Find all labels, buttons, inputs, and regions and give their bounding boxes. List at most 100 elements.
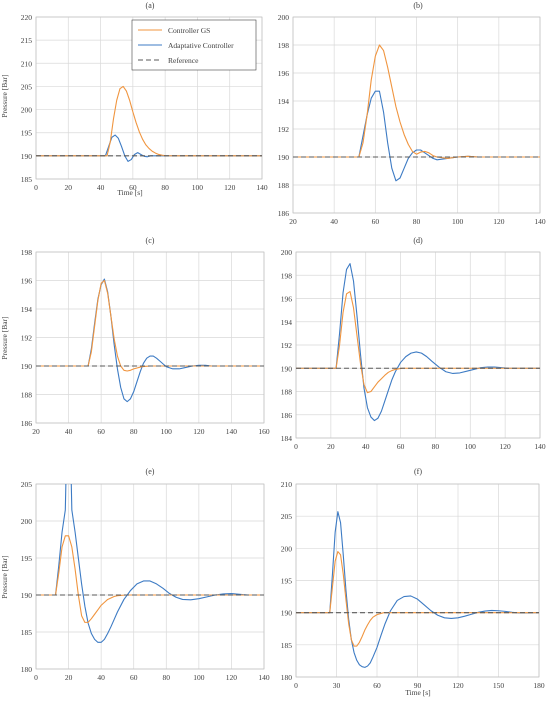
x-tick-label: 90 — [414, 681, 422, 690]
panel-title: (d) — [413, 236, 423, 245]
y-tick-label: 198 — [281, 271, 293, 280]
x-tick-label: 30 — [333, 681, 341, 690]
series-line-controller-gs — [293, 44, 540, 159]
y-tick-label: 200 — [21, 517, 33, 526]
panel-title: (b) — [413, 1, 423, 10]
x-tick-label: 60 — [130, 673, 138, 682]
x-tick-label: 20 — [289, 217, 297, 226]
y-tick-label: 220 — [21, 13, 33, 22]
plot-frame — [292, 16, 541, 214]
y-tick-label: 186 — [21, 419, 33, 428]
y-axis-label: Pressure [Bar] — [0, 316, 9, 359]
y-tick-label: 186 — [278, 209, 290, 218]
series-line-adaptative-controller — [296, 263, 540, 422]
legend-label: Adaptative Controller — [168, 41, 234, 50]
y-tick-label: 195 — [281, 577, 293, 586]
series-line-controller-gs — [36, 535, 264, 623]
y-tick-label: 188 — [278, 181, 290, 190]
y-tick-label: 190 — [278, 153, 290, 162]
y-tick-label: 200 — [281, 248, 293, 257]
y-tick-label: 196 — [21, 277, 33, 286]
y-tick-label: 192 — [281, 341, 293, 350]
x-tick-label: 20 — [32, 427, 40, 436]
x-tick-label: 0 — [34, 183, 38, 192]
y-tick-label: 200 — [21, 106, 33, 115]
x-tick-label: 140 — [534, 217, 546, 226]
y-tick-label: 198 — [21, 248, 33, 257]
x-tick-label: 80 — [432, 442, 440, 451]
x-tick-label: 80 — [130, 427, 138, 436]
y-tick-label: 190 — [21, 591, 33, 600]
x-tick-label: 150 — [493, 681, 505, 690]
y-tick-label: 194 — [281, 318, 293, 327]
x-tick-label: 120 — [226, 673, 238, 682]
x-tick-label: 80 — [413, 217, 421, 226]
chart-panel-4: 184 186 188 190 192 194 196 198 200 0 20 40 60 80 100 1… — [281, 236, 546, 451]
plot-frame — [35, 483, 265, 670]
x-axis-label: Time [s] — [117, 188, 142, 197]
x-tick-label: 20 — [65, 183, 73, 192]
y-tick-label: 188 — [21, 391, 33, 400]
series-line-adaptative-controller — [36, 484, 264, 643]
chart-panel-1: 185 190 195 200 205 210 215 220 0 20 40 60 80 100 120 1… — [0, 1, 268, 197]
y-axis-label: Pressure [Bar] — [0, 555, 9, 598]
series-line-adaptative-controller — [36, 278, 264, 403]
x-tick-label: 120 — [452, 681, 464, 690]
y-tick-label: 185 — [21, 175, 33, 184]
x-tick-label: 120 — [493, 217, 505, 226]
y-tick-label: 184 — [281, 434, 293, 443]
x-tick-label: 100 — [452, 217, 464, 226]
x-tick-label: 60 — [129, 183, 137, 192]
x-tick-label: 0 — [294, 442, 298, 451]
x-tick-label: 80 — [163, 673, 171, 682]
y-tick-label: 205 — [281, 512, 293, 521]
series-line-adaptative-controller — [36, 134, 262, 162]
y-tick-label: 205 — [21, 82, 33, 91]
panel-title: (c) — [146, 236, 155, 245]
y-tick-label: 200 — [278, 13, 290, 22]
legend-label: Reference — [168, 56, 199, 65]
x-tick-label: 60 — [97, 427, 105, 436]
plot-frame — [35, 251, 265, 424]
y-axis-label: Pressure [Bar] — [0, 74, 9, 117]
y-tick-label: 180 — [21, 665, 33, 674]
x-tick-label: 140 — [256, 183, 268, 192]
x-tick-label: 20 — [327, 442, 335, 451]
chart-panel-2: 186 188 190 192 194 196 198 200 20 40 60 80 100 120 14… — [278, 1, 546, 226]
x-tick-label: 120 — [224, 183, 236, 192]
x-tick-label: 140 — [258, 673, 270, 682]
x-tick-label: 40 — [97, 673, 105, 682]
legend-label: Controller GS — [168, 26, 210, 35]
y-tick-label: 195 — [21, 129, 33, 138]
y-tick-label: 215 — [21, 36, 33, 45]
x-tick-label: 160 — [258, 427, 270, 436]
x-tick-label: 60 — [372, 217, 380, 226]
y-tick-label: 188 — [281, 388, 293, 397]
series-line-controller-gs — [36, 279, 264, 372]
series-line-controller-gs — [36, 85, 262, 157]
y-tick-label: 180 — [281, 673, 293, 682]
series-line-controller-gs — [296, 551, 539, 647]
plot-frame — [295, 251, 541, 439]
y-tick-label: 200 — [281, 544, 293, 553]
x-tick-label: 120 — [193, 427, 205, 436]
y-tick-label: 198 — [278, 41, 290, 50]
y-tick-label: 205 — [21, 480, 33, 489]
y-tick-label: 190 — [21, 152, 33, 161]
panel-title: (a) — [146, 1, 155, 10]
x-tick-label: 100 — [192, 183, 204, 192]
series-line-controller-gs — [296, 290, 540, 394]
x-tick-label: 60 — [397, 442, 405, 451]
legend: Controller GS Adaptative Controller Refere… — [131, 19, 257, 71]
y-tick-label: 192 — [278, 125, 290, 134]
y-tick-label: 194 — [278, 97, 290, 106]
x-tick-label: 0 — [294, 681, 298, 690]
x-tick-label: 100 — [161, 427, 173, 436]
y-tick-label: 192 — [21, 334, 33, 343]
x-tick-label: 0 — [34, 673, 38, 682]
y-tick-label: 185 — [21, 628, 33, 637]
x-tick-label: 100 — [193, 673, 205, 682]
y-tick-label: 194 — [21, 305, 33, 314]
plot-frame — [35, 16, 263, 180]
